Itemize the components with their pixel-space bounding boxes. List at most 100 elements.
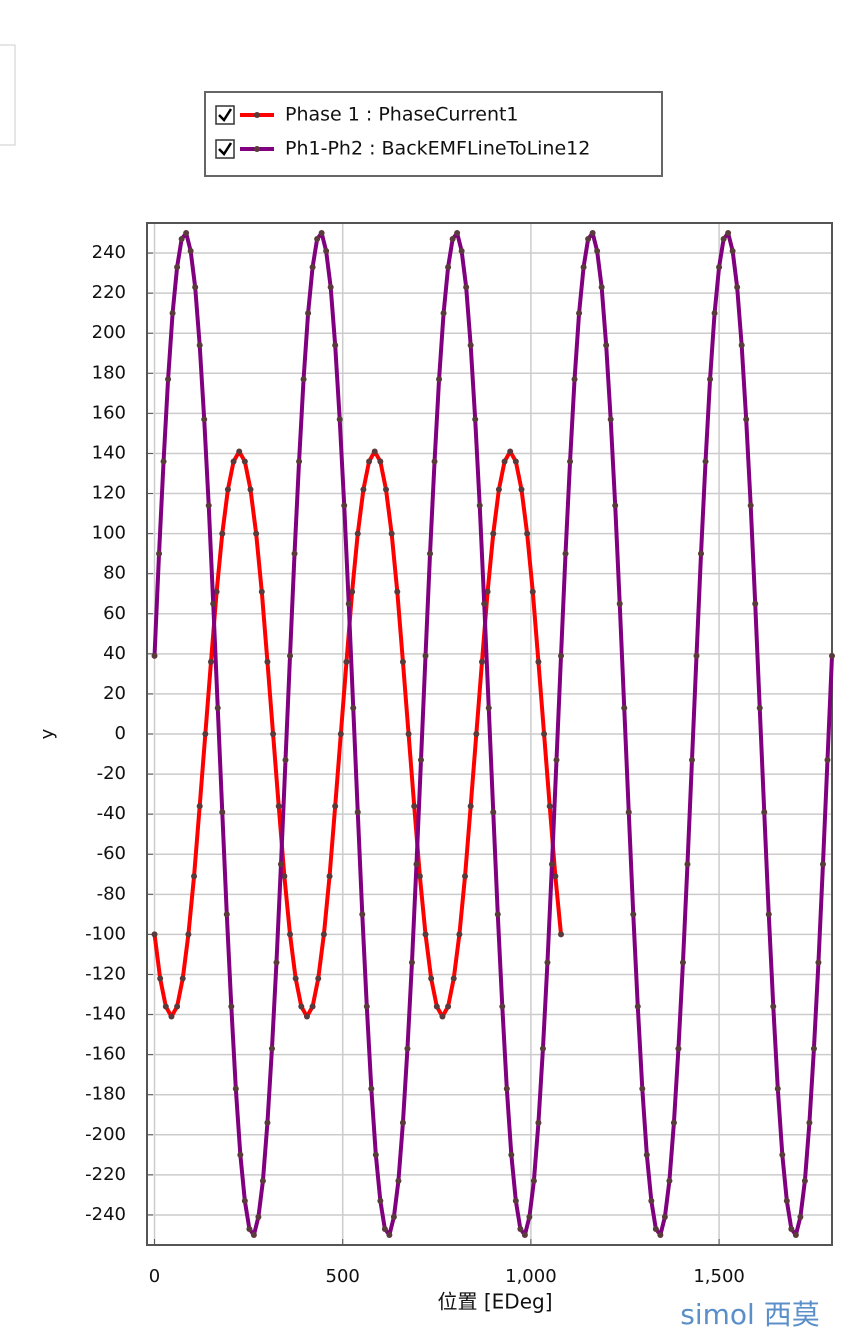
legend-label[interactable]: Phase 1 : PhaseCurrent1	[285, 104, 519, 126]
data-point	[382, 486, 389, 493]
data-point	[580, 264, 587, 271]
data-point	[309, 1003, 316, 1010]
data-point	[783, 1197, 790, 1204]
data-point	[485, 704, 492, 711]
data-point	[350, 704, 357, 711]
data-point	[162, 1003, 169, 1010]
data-point	[661, 1213, 668, 1220]
data-point	[819, 861, 826, 868]
data-point	[711, 310, 718, 317]
data-point	[449, 236, 456, 243]
data-point	[467, 803, 474, 810]
data-point	[625, 809, 632, 816]
data-point	[507, 448, 514, 455]
data-point	[223, 911, 230, 918]
data-point	[157, 975, 164, 982]
data-point	[801, 1177, 808, 1184]
data-point	[207, 658, 214, 665]
data-point	[196, 342, 203, 349]
data-point	[544, 959, 551, 966]
data-point	[702, 458, 709, 465]
data-point	[521, 1231, 528, 1238]
y-tick-label: -40	[97, 803, 126, 824]
data-point	[255, 1213, 262, 1220]
data-point	[191, 873, 198, 880]
data-point	[445, 1003, 452, 1010]
y-tick-label: -120	[85, 963, 126, 984]
data-point	[303, 1013, 310, 1020]
data-point	[281, 873, 288, 880]
legend-checkbox[interactable]	[215, 105, 235, 125]
data-point	[756, 704, 763, 711]
data-point	[187, 248, 194, 255]
data-point	[237, 1151, 244, 1158]
data-point	[168, 1013, 175, 1020]
data-point	[499, 1003, 506, 1010]
data-point	[535, 658, 542, 665]
data-point	[151, 931, 158, 938]
legend-checkbox[interactable]	[215, 139, 235, 159]
data-point	[630, 911, 637, 918]
data-point	[399, 1119, 406, 1126]
data-point	[576, 310, 583, 317]
data-point	[716, 264, 723, 271]
data-point	[174, 1003, 181, 1010]
data-point	[779, 1151, 786, 1158]
data-point	[530, 1177, 537, 1184]
data-point	[388, 530, 395, 537]
y-tick-label: -220	[85, 1164, 126, 1185]
data-point	[517, 1225, 524, 1232]
data-point	[616, 600, 623, 607]
legend-marker	[254, 112, 260, 118]
data-point	[792, 1231, 799, 1238]
data-point	[829, 652, 835, 659]
y-tick-label: -20	[97, 763, 126, 784]
data-point	[282, 757, 289, 764]
data-point	[810, 1045, 817, 1052]
data-point	[548, 861, 555, 868]
legend-marker	[254, 146, 260, 152]
data-point	[524, 530, 531, 537]
y-tick-label: 20	[103, 683, 126, 704]
legend-check[interactable]	[218, 142, 233, 156]
data-point	[433, 1003, 440, 1010]
data-point	[179, 975, 186, 982]
data-point	[774, 1085, 781, 1092]
data-point	[473, 731, 480, 737]
data-point	[797, 1213, 804, 1220]
data-point	[241, 1197, 248, 1204]
data-point	[320, 931, 327, 938]
data-point	[236, 448, 243, 455]
y-tick-label: 160	[92, 402, 126, 423]
data-point	[292, 975, 299, 982]
y-tick-label: 200	[92, 322, 126, 343]
data-point	[399, 658, 406, 665]
y-tick-label: -160	[85, 1044, 126, 1065]
data-point	[612, 502, 619, 509]
data-point	[752, 600, 759, 607]
data-point	[639, 1085, 646, 1092]
legend-check[interactable]	[218, 108, 233, 122]
data-point	[332, 342, 339, 349]
data-point	[529, 588, 536, 595]
data-point	[463, 284, 470, 291]
data-point	[747, 502, 754, 509]
data-point	[213, 588, 220, 595]
data-point	[359, 911, 366, 918]
data-point	[275, 803, 282, 810]
data-point	[318, 230, 325, 237]
data-point	[738, 342, 745, 349]
data-point	[558, 931, 565, 938]
data-point	[327, 284, 334, 291]
data-point	[729, 248, 736, 255]
legend-label[interactable]: Ph1-Ph2 : BackEMFLineToLine12	[285, 138, 590, 160]
data-point	[332, 803, 339, 810]
data-point	[395, 1177, 402, 1184]
data-point	[657, 1231, 664, 1238]
data-point	[404, 1045, 411, 1052]
data-point	[337, 731, 344, 737]
data-point	[309, 264, 316, 271]
y-tick-label: -180	[85, 1084, 126, 1105]
data-point	[445, 264, 452, 271]
